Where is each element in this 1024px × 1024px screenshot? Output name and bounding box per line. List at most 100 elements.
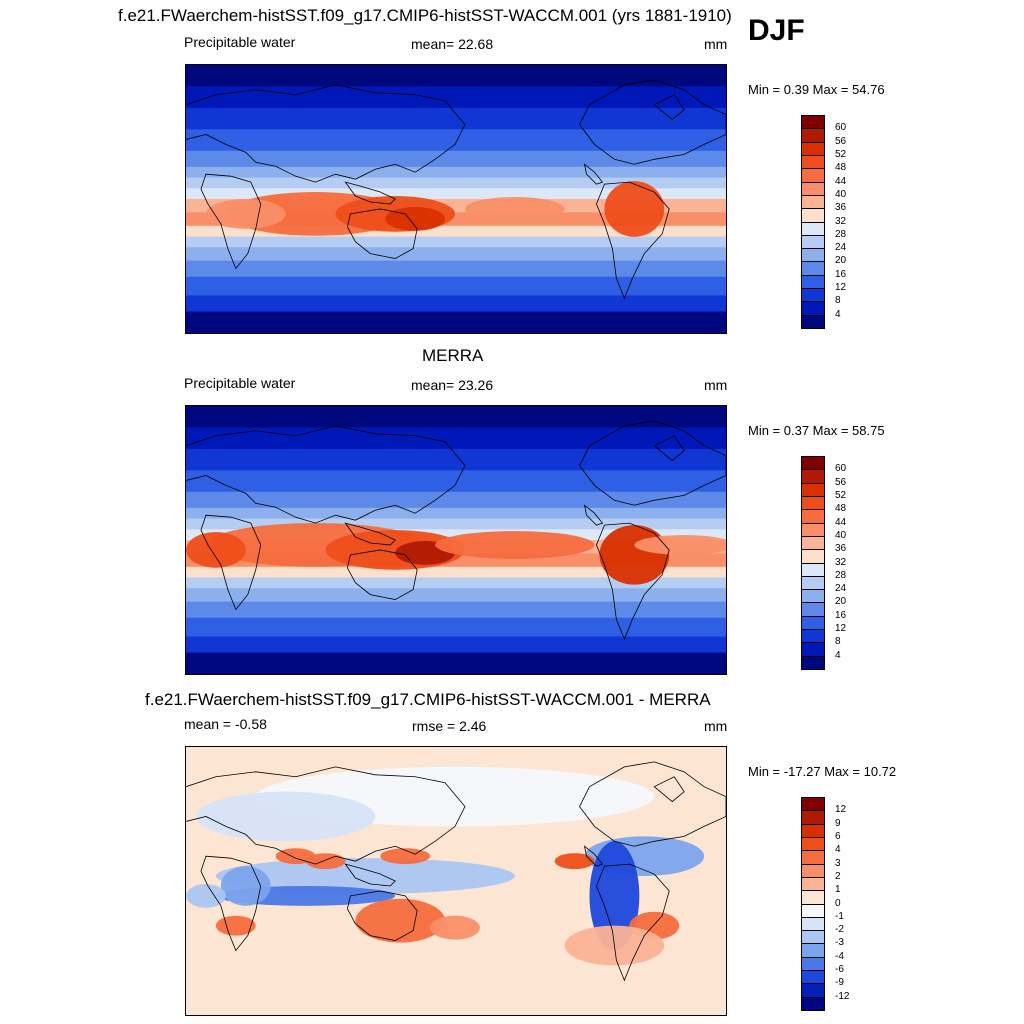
colorbar-swatch: [801, 642, 825, 657]
colorbar: [801, 797, 825, 1011]
panel-units-label: mm: [704, 377, 728, 393]
colorbar-swatch: [801, 629, 825, 644]
colorbar-swatch: [801, 495, 825, 511]
colorbar-swatch: [801, 128, 825, 143]
panel-center-label: mean= 22.68: [411, 36, 494, 52]
colorbar-swatch: [801, 288, 825, 303]
colorbar-swatch: [801, 274, 825, 290]
panel-title: MERRA: [422, 346, 484, 365]
colorbar-swatch: [801, 562, 825, 577]
colorbar-swatch: [801, 876, 825, 892]
panel-left-label: mean = -0.58: [184, 716, 267, 732]
panel-center-label: mean= 23.26: [411, 377, 494, 393]
colorbar-swatch: [801, 850, 825, 865]
panel-units-label: mm: [704, 36, 728, 52]
map-field: [186, 747, 726, 1015]
colorbar-tick-label: 24: [835, 242, 847, 254]
colorbar-swatch: [801, 141, 825, 156]
colorbar-tick-label: 16: [835, 609, 847, 621]
colorbar-tick-label: 28: [835, 228, 847, 240]
colorbar-swatch: [801, 823, 825, 838]
min-max-label: Min = -17.27 Max = 10.72: [748, 764, 897, 779]
colorbar-tick-label: 4: [835, 649, 841, 661]
colorbar-tick-label: 2: [835, 870, 841, 882]
colorbar-swatch: [801, 903, 825, 918]
colorbar-swatch: [801, 314, 825, 329]
colorbar-tick-label: 44: [835, 175, 847, 187]
colorbar-swatch: [801, 943, 825, 958]
colorbar-tick-label: -12: [835, 990, 850, 1002]
colorbar-tick-label: 12: [835, 282, 847, 294]
colorbar-tick-label: 9: [835, 817, 841, 829]
colorbar-tick-label: 20: [835, 255, 847, 267]
colorbar-swatch: [801, 996, 825, 1011]
map-panel: [185, 405, 727, 675]
colorbar-swatch: [801, 221, 825, 236]
colorbar-tick-label: 52: [835, 489, 847, 501]
colorbar-swatch: [801, 916, 825, 932]
colorbar-tick-label: 20: [835, 596, 847, 608]
colorbar-swatch: [801, 181, 825, 196]
colorbar-tick-label: 1: [835, 884, 841, 896]
panel-left-label: Precipitable water: [184, 34, 296, 50]
colorbar-tick-label: 16: [835, 268, 847, 280]
colorbar-tick-label: 40: [835, 188, 847, 200]
colorbar-tick-label: 52: [835, 148, 847, 160]
colorbar-tick-label: -4: [835, 950, 844, 962]
colorbar-swatch: [801, 655, 825, 670]
colorbar-swatch: [801, 575, 825, 591]
colorbar-tick-label: 4: [835, 844, 841, 856]
main-title: f.e21.FWaerchem-histSST.f09_g17.CMIP6-hi…: [118, 6, 732, 25]
colorbar-swatch: [801, 983, 825, 998]
colorbar-swatch: [801, 810, 825, 825]
colorbar-tick-label: 36: [835, 202, 847, 214]
colorbar-swatch: [801, 482, 825, 497]
colorbar: [801, 456, 825, 670]
colorbar-tick-label: 40: [835, 529, 847, 541]
colorbar-swatch: [801, 234, 825, 250]
colorbar-swatch: [801, 535, 825, 551]
season-label: DJF: [748, 14, 805, 47]
colorbar-tick-label: -9: [835, 977, 844, 989]
panel-left-label: Precipitable water: [184, 375, 296, 391]
colorbar-swatch: [801, 970, 825, 985]
colorbar-swatch: [801, 509, 825, 524]
colorbar-tick-label: 28: [835, 569, 847, 581]
colorbar-swatch: [801, 615, 825, 631]
colorbar-tick-label: 32: [835, 556, 847, 568]
colorbar-swatch: [801, 208, 825, 223]
colorbar-tick-label: -6: [835, 964, 844, 976]
colorbar-tick-label: 4: [835, 308, 841, 320]
map-panel: [185, 64, 727, 334]
colorbar-swatch: [801, 194, 825, 210]
colorbar-tick-label: 24: [835, 583, 847, 595]
panel-units-label: mm: [704, 718, 728, 734]
colorbar-tick-label: 32: [835, 215, 847, 227]
panel-center-label: rmse = 2.46: [412, 718, 487, 734]
colorbar-swatch: [801, 549, 825, 564]
colorbar-tick-label: 56: [835, 135, 847, 147]
colorbar-tick-label: 36: [835, 543, 847, 555]
colorbar-swatch: [801, 836, 825, 852]
colorbar-swatch: [801, 248, 825, 263]
colorbar-swatch: [801, 168, 825, 183]
colorbar-swatch: [801, 589, 825, 604]
colorbar-swatch: [801, 301, 825, 316]
colorbar-swatch: [801, 797, 825, 812]
colorbar-tick-label: 60: [835, 122, 847, 134]
colorbar-tick-label: -3: [835, 937, 844, 949]
colorbar-swatch: [801, 930, 825, 945]
colorbar-tick-label: 0: [835, 897, 841, 909]
map-field: [186, 406, 726, 674]
colorbar-tick-label: 8: [835, 295, 841, 307]
colorbar-tick-label: 12: [835, 804, 847, 816]
min-max-label: Min = 0.39 Max = 54.76: [748, 82, 885, 97]
colorbar-swatch: [801, 602, 825, 617]
colorbar-swatch: [801, 456, 825, 471]
colorbar-tick-label: 48: [835, 162, 847, 174]
colorbar-tick-label: 8: [835, 636, 841, 648]
min-max-label: Min = 0.37 Max = 58.75: [748, 423, 885, 438]
colorbar-swatch: [801, 863, 825, 878]
colorbar-swatch: [801, 956, 825, 972]
panel-title: f.e21.FWaerchem-histSST.f09_g17.CMIP6-hi…: [145, 690, 711, 709]
